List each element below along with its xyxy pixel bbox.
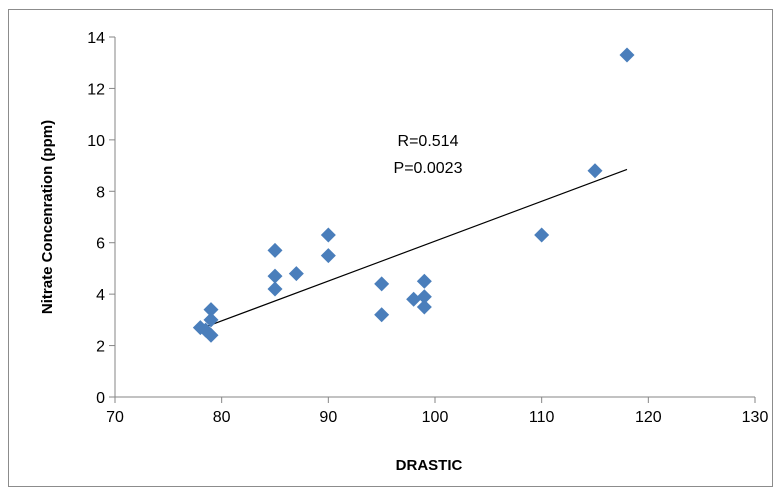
y-tick-label: 14 [87, 30, 105, 47]
data-point [416, 289, 432, 305]
data-point [267, 268, 283, 284]
data-point [320, 227, 336, 243]
data-points [192, 47, 635, 343]
y-tick-label: 8 [96, 184, 105, 201]
data-point [619, 47, 635, 63]
x-axis-title: DRASTIC [396, 457, 463, 474]
data-point [416, 299, 432, 315]
data-point [374, 276, 390, 292]
x-tick-label: 110 [529, 409, 555, 426]
data-point [374, 307, 390, 323]
data-point [203, 302, 219, 318]
x-tick-label: 90 [319, 409, 337, 426]
y-tick-label: 0 [96, 390, 105, 407]
data-point [267, 242, 283, 258]
x-tick-label: 130 [742, 409, 769, 426]
data-point [267, 281, 283, 297]
x-tick-label: 100 [422, 409, 449, 426]
y-tick-label: 2 [96, 339, 105, 356]
data-point [587, 163, 603, 179]
data-point [203, 327, 219, 343]
x-tick-label: 120 [635, 409, 662, 426]
y-tick-label: 10 [87, 133, 105, 150]
x-tick-label: 70 [106, 409, 124, 426]
trendline [200, 168, 628, 330]
trendline-line [200, 168, 628, 330]
x-tick-label: 80 [213, 409, 231, 426]
y-axis-title: Nitrate Concenration (ppm) [39, 120, 56, 314]
annotation-p-value: P=0.0023 [394, 160, 463, 177]
data-point [288, 266, 304, 282]
data-point [416, 273, 432, 289]
data-point [534, 227, 550, 243]
data-point [406, 291, 422, 307]
y-tick-label: 12 [87, 81, 105, 98]
y-tick-label: 4 [96, 287, 105, 304]
chart-frame [8, 9, 773, 487]
annotation-r-value: R=0.514 [398, 133, 459, 150]
axes: 0 2 4 6 8 10 12 14 70 80 90 100 110 120 130 [87, 30, 768, 426]
y-tick-label: 6 [96, 236, 105, 253]
data-point [320, 248, 336, 264]
data-point [203, 312, 219, 328]
